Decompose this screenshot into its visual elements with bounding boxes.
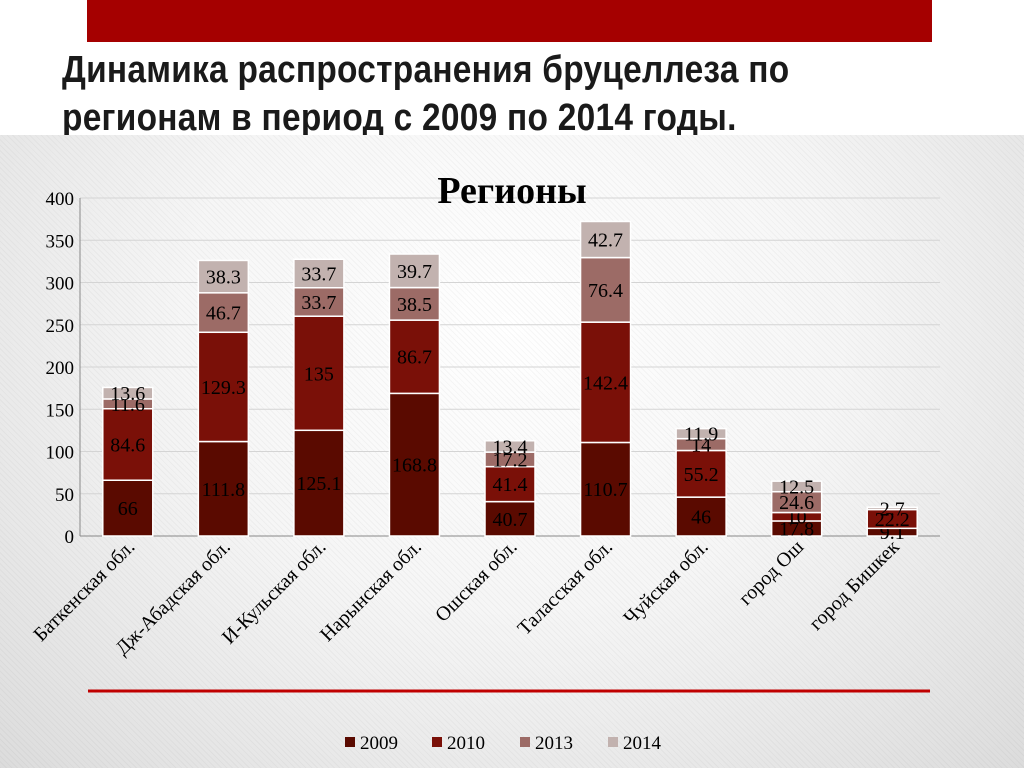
bar-segment-2014 xyxy=(388,253,441,289)
bar-segment-2013 xyxy=(197,292,250,334)
bar-segment-2014 xyxy=(866,506,918,511)
data-label: 46 xyxy=(691,507,711,529)
legend-swatch-2014 xyxy=(608,737,618,747)
data-label: 66 xyxy=(118,498,138,520)
y-tick-label: 350 xyxy=(46,231,75,252)
bar-segment-2014 xyxy=(293,258,345,289)
data-label: 42.7 xyxy=(588,230,623,252)
x-tick-label: Баткенская обл. xyxy=(29,536,139,646)
y-tick-label: 100 xyxy=(46,443,75,464)
bar-segment-2014 xyxy=(197,259,250,294)
data-label: 110.7 xyxy=(583,479,627,501)
slide-title-line-1: Динамика распространения бруцеллеза по xyxy=(62,49,790,91)
data-label: 13.4 xyxy=(493,436,528,458)
bar-segment-2010 xyxy=(579,321,632,444)
stacked-bar-chart: 0 50 100 150 200 250 300 350 400 Регионы 66 84.6 11.… xyxy=(29,170,940,754)
data-label: 24.6 xyxy=(779,492,814,514)
x-tick-label: И-Кульская обл. xyxy=(218,536,331,649)
data-label: 84.6 xyxy=(110,434,145,456)
slide-title: Динамика распространения бруцеллеза по р… xyxy=(62,46,836,142)
y-tick-label: 250 xyxy=(46,316,75,337)
legend-label-2014: 2014 xyxy=(623,733,662,754)
bar-segment-2010 xyxy=(484,465,536,503)
data-label: 12.5 xyxy=(779,476,814,498)
data-label: 168.8 xyxy=(392,455,437,477)
data-label: 86.7 xyxy=(397,347,432,369)
data-label: 135 xyxy=(304,363,334,385)
y-tick-label: 400 xyxy=(46,189,75,210)
data-label: 76.4 xyxy=(588,280,623,302)
data-label: 40.7 xyxy=(493,509,528,531)
bar-segment-2014 xyxy=(770,480,823,493)
data-label: 111.8 xyxy=(202,479,246,501)
legend-label-2010: 2010 xyxy=(447,733,485,754)
bar-segment-2013 xyxy=(293,286,345,317)
legend-swatch-2010 xyxy=(432,737,442,747)
bar-segment-2014 xyxy=(579,220,632,259)
data-label: 38.3 xyxy=(206,267,241,289)
bar-segment-2009 xyxy=(293,429,345,537)
bar-segment-2009 xyxy=(675,496,727,537)
data-label: 39.7 xyxy=(397,261,432,283)
bar-segment-2014 xyxy=(484,440,536,453)
slide-title-line-2: регионам в период с 2009 по 2014 годы. xyxy=(62,97,737,139)
data-label: 129.3 xyxy=(201,377,246,399)
x-tick-label: Ошская обл. xyxy=(431,536,521,626)
legend-label-2009: 2009 xyxy=(360,733,398,754)
bar-segment-2013 xyxy=(579,256,632,323)
data-label: 125.1 xyxy=(296,473,341,495)
data-label: 55.2 xyxy=(684,464,719,486)
legend-swatch-2013 xyxy=(520,737,530,747)
chart-title: Регионы xyxy=(437,170,586,212)
data-label: 14 xyxy=(691,435,711,457)
x-tick-label: Нарынская обл. xyxy=(316,536,426,646)
data-label: 11.9 xyxy=(684,424,718,446)
x-tick-label: город Бишкек xyxy=(805,536,904,635)
data-label: 38.5 xyxy=(397,294,432,316)
x-tick-label: Таласская обл. xyxy=(513,536,617,640)
data-label: 33.7 xyxy=(301,264,336,286)
bar-segment-2009 xyxy=(102,479,154,537)
bar-segment-2009 xyxy=(197,440,250,537)
x-tick-label: город Ош xyxy=(735,536,809,610)
bar-segment-2014 xyxy=(102,386,154,400)
y-tick-label: 200 xyxy=(46,358,75,379)
legend-label-2013: 2013 xyxy=(535,733,573,754)
y-tick-label: 50 xyxy=(55,485,74,506)
bar-segment-2009 xyxy=(484,500,536,537)
x-tick-label: Чуйская обл. xyxy=(619,536,712,629)
y-tick-label: 150 xyxy=(46,400,75,421)
data-label: 22.2 xyxy=(875,509,910,531)
data-label: 13.6 xyxy=(110,383,145,405)
data-label: 33.7 xyxy=(301,292,336,314)
bar-segment-2010 xyxy=(102,407,154,481)
data-label: 142.4 xyxy=(583,372,628,394)
bar-segment-2010 xyxy=(388,319,441,395)
data-label: 46.7 xyxy=(206,303,241,325)
bar-segment-2014 xyxy=(675,427,727,440)
y-tick-label: 300 xyxy=(46,274,75,295)
data-label: 41.4 xyxy=(493,474,528,496)
chart-panel: 0 50 100 150 200 250 300 350 400 Регионы 66 84.6 11.… xyxy=(0,135,1024,768)
data-label: 2.7 xyxy=(880,498,905,520)
data-label: 17.8 xyxy=(779,518,814,540)
top-accent-bar xyxy=(87,0,932,42)
legend-swatch-2009 xyxy=(345,737,355,747)
bar-segment-2009 xyxy=(388,392,441,537)
bar-segment-2010 xyxy=(197,331,250,443)
y-tick-label: 0 xyxy=(65,527,75,548)
data-label: 17.2 xyxy=(493,449,528,471)
